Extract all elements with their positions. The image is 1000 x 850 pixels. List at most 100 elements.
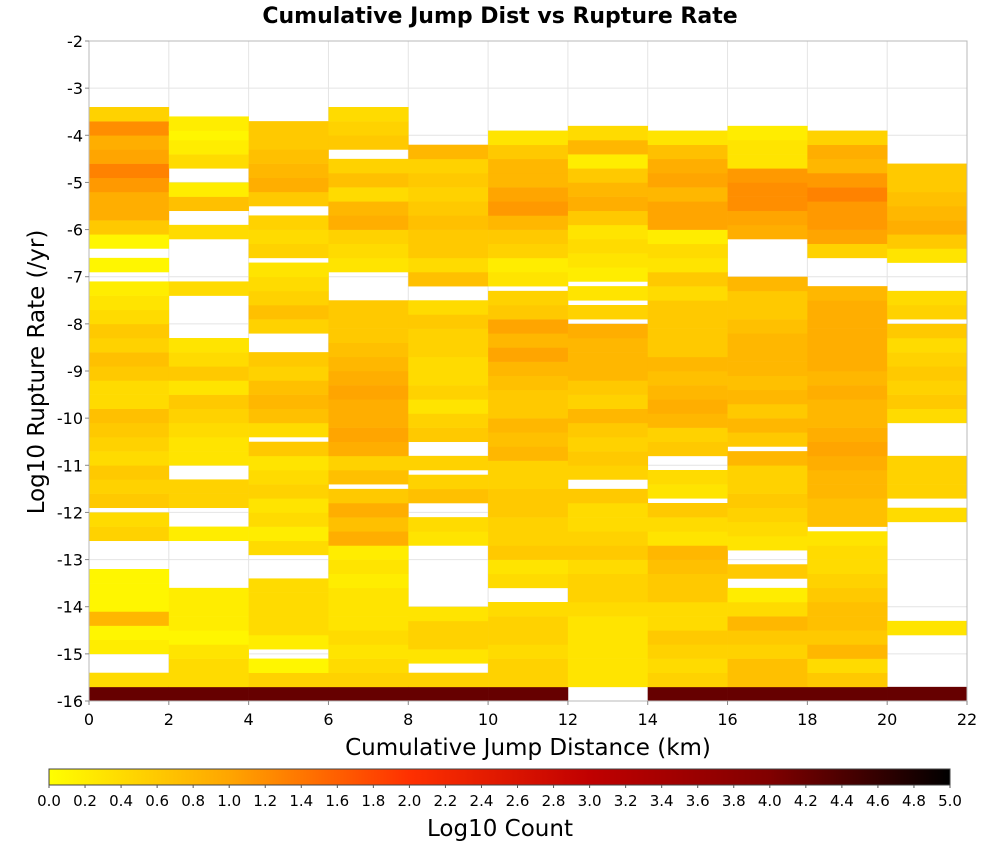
heatmap-cell	[807, 545, 888, 560]
heatmap-cell	[807, 630, 888, 645]
heatmap-cell	[647, 272, 728, 287]
heatmap-cell	[567, 573, 649, 589]
heatmap-cell	[647, 300, 728, 315]
heatmap-cell	[248, 319, 329, 334]
heatmap-cell	[567, 394, 649, 410]
heatmap-cell	[647, 672, 728, 688]
colorbar-tick-label: 3.6	[686, 792, 710, 810]
heatmap-cell	[328, 686, 409, 702]
heatmap-cell	[887, 163, 968, 179]
heatmap-cell	[647, 545, 728, 560]
heatmap-cell	[727, 224, 808, 240]
heatmap-cell	[248, 422, 329, 438]
heatmap-cell	[328, 399, 409, 414]
x-tick-label: 14	[638, 710, 658, 729]
heatmap-cell	[727, 168, 808, 183]
heatmap-cell	[727, 432, 808, 447]
y-tick-label: -12	[57, 503, 83, 522]
heatmap-cell	[168, 616, 249, 631]
heatmap-cell	[488, 488, 569, 504]
heatmap-cell	[647, 314, 728, 329]
heatmap-cell	[647, 173, 728, 188]
x-tick-label: 2	[164, 710, 174, 729]
heatmap-cell	[248, 352, 329, 367]
heatmap-cell	[887, 408, 968, 424]
heatmap-cell	[328, 503, 409, 518]
heatmap-cell	[887, 507, 968, 523]
heatmap-cell	[328, 672, 409, 688]
heatmap-cell	[567, 366, 649, 381]
heatmap-cell	[408, 342, 489, 358]
colorbar-tick-label: 2.0	[397, 792, 421, 810]
heatmap-cell	[647, 229, 728, 245]
colorbar-tick-label: 1.6	[325, 792, 349, 810]
y-tick-label: -15	[57, 645, 83, 664]
colorbar-tick-label: 0.6	[145, 792, 169, 810]
heatmap-cell	[727, 347, 808, 362]
heatmap-cell	[567, 338, 649, 353]
heatmap-cell	[647, 644, 728, 659]
heatmap-cell	[328, 342, 409, 358]
heatmap-cell	[567, 451, 649, 466]
heatmap-cell	[727, 404, 808, 419]
heatmap-cell	[168, 182, 249, 197]
heatmap-cell	[168, 281, 249, 296]
heatmap-cell	[567, 587, 649, 603]
heatmap-cell	[727, 564, 808, 579]
heatmap-cell	[727, 418, 808, 433]
heatmap-cell	[567, 531, 649, 546]
heatmap-cell	[647, 328, 728, 344]
x-tick-label: 12	[558, 710, 578, 729]
heatmap-cell	[248, 592, 329, 608]
heatmap-cell	[168, 196, 249, 212]
heatmap-cell	[89, 380, 170, 395]
y-tick-label: -11	[57, 456, 83, 475]
heatmap-cell	[168, 338, 249, 353]
heatmap-cell	[328, 328, 409, 344]
heatmap-cell	[328, 616, 409, 631]
colorbar-tick-label: 1.0	[217, 792, 241, 810]
heatmap-cell	[727, 672, 808, 688]
heatmap-cell	[328, 300, 409, 315]
heatmap-cell	[647, 371, 728, 386]
colorbar-tick-label: 0.0	[37, 792, 61, 810]
heatmap-cell	[727, 125, 808, 141]
heatmap-cell	[488, 257, 569, 273]
heatmap-cell	[727, 630, 808, 645]
heatmap-cell	[89, 121, 170, 136]
heatmap-cell	[647, 257, 728, 273]
heatmap-cell	[727, 210, 808, 226]
heatmap-cell	[807, 427, 888, 443]
heatmap-cell	[647, 427, 728, 443]
heatmap-cell	[89, 177, 170, 193]
heatmap-cell	[567, 644, 649, 659]
heatmap-cell	[408, 672, 489, 688]
heatmap-cell	[328, 257, 409, 273]
heatmap-cell	[408, 314, 489, 329]
heatmap-cell	[887, 248, 968, 263]
heatmap-cell	[408, 173, 489, 188]
heatmap-cell	[567, 286, 649, 301]
heatmap-cell	[89, 281, 170, 296]
heatmap-cell	[248, 620, 329, 636]
heatmap-cell	[488, 616, 569, 631]
heatmap-cell	[328, 413, 409, 428]
colorbar-tick-label: 1.4	[289, 792, 313, 810]
y-tick-label: -6	[67, 221, 83, 240]
heatmap-cell	[328, 545, 409, 560]
heatmap-cell	[727, 305, 808, 320]
heatmap-cell	[328, 173, 409, 188]
colorbar-ticks: 0.0 0.2 0.4 0.6 0.8 1.0 1.2 1.4 1.6 1.8 2.0 2.2 2.4 2…	[37, 785, 962, 810]
heatmap-cell	[488, 658, 569, 674]
heatmap-cell	[567, 196, 649, 212]
heatmap-cell	[328, 215, 409, 230]
heatmap-cell	[727, 375, 808, 391]
x-tick-label: 16	[717, 710, 737, 729]
heatmap-cell	[328, 121, 409, 136]
heatmap-cell	[488, 545, 569, 560]
heatmap-cell	[248, 686, 329, 702]
heatmap-cell	[647, 144, 728, 160]
heatmap-cell	[727, 196, 808, 212]
y-tick-label: -8	[67, 315, 83, 334]
heatmap-cell	[408, 144, 489, 160]
